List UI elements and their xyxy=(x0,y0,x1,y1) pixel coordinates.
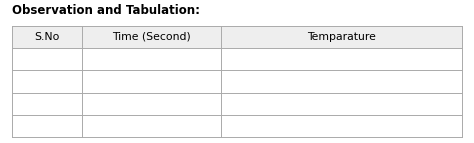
Text: S.No: S.No xyxy=(34,32,59,42)
Text: Temparature: Temparature xyxy=(307,32,376,42)
Bar xyxy=(12,26,462,48)
Text: Observation and Tabulation:: Observation and Tabulation: xyxy=(12,4,200,17)
Text: Time (Second): Time (Second) xyxy=(112,32,191,42)
